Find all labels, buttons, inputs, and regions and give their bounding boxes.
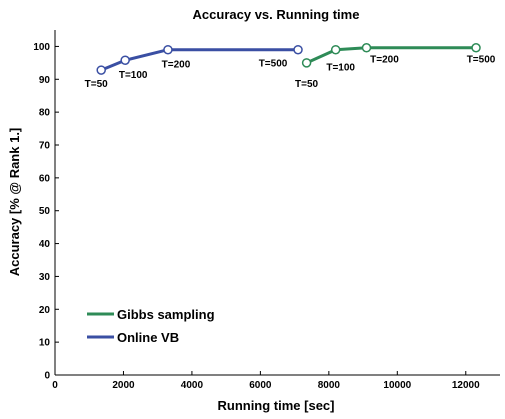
point-label: T=100 <box>326 63 355 74</box>
y-tick-label: 90 <box>39 75 51 86</box>
series-line <box>305 46 477 65</box>
point-label: T=200 <box>162 60 191 71</box>
point-label: T=50 <box>295 79 319 90</box>
y-tick-label: 60 <box>39 173 51 184</box>
axes <box>54 30 500 376</box>
data-point <box>330 44 341 55</box>
data-point <box>96 65 106 75</box>
data-point <box>471 42 481 53</box>
x-tick-label: 10000 <box>383 380 411 391</box>
chart-title: Accuracy vs. Running time <box>193 7 360 22</box>
point-label: T=500 <box>259 59 288 70</box>
y-axis-label: Accuracy [% @ Rank 1.] <box>7 128 22 277</box>
y-tick-label: 50 <box>39 206 51 217</box>
point-label: T=200 <box>370 55 399 66</box>
point-label: T=100 <box>119 70 148 81</box>
x-tick-label: 6000 <box>249 380 272 391</box>
legend: Gibbs sampling Online VB <box>87 307 215 345</box>
data-point <box>361 42 372 53</box>
legend-label: Gibbs sampling <box>117 307 215 322</box>
x-tick-label: 8000 <box>318 380 341 391</box>
x-axis-label: Running time [sec] <box>217 398 334 413</box>
series-gibbs-sampling: T=50 T=100 T=200 T=500 <box>295 42 496 90</box>
series-layer: T=50 T=100 T=200 T=500 T=50 T=100 T=200 T=500 <box>85 42 496 90</box>
x-tick-label: 0 <box>52 380 58 391</box>
y-tick-label: 0 <box>44 371 50 382</box>
y-tick-label: 30 <box>39 272 51 283</box>
y-tick-label: 80 <box>39 108 51 119</box>
data-point <box>301 58 312 68</box>
series-line <box>100 48 299 72</box>
point-label: T=50 <box>85 79 109 90</box>
point-label: T=500 <box>467 55 496 66</box>
y-tick-label: 10 <box>39 338 51 349</box>
data-point <box>120 55 130 65</box>
tick-labels: 0 10 20 30 40 50 60 70 80 90 100 0 2000 4000 6000 8000 1… <box>33 42 480 391</box>
x-tick-label: 2000 <box>112 380 135 391</box>
y-tick-label: 40 <box>39 239 51 250</box>
data-point <box>293 44 303 55</box>
y-tick-label: 20 <box>39 305 51 316</box>
legend-label: Online VB <box>117 330 179 345</box>
series-online-vb: T=50 T=100 T=200 T=500 <box>85 44 303 90</box>
y-tick-label: 100 <box>33 42 50 53</box>
y-tick-label: 70 <box>39 141 51 152</box>
data-point <box>163 44 173 55</box>
x-tick-label: 12000 <box>452 380 480 391</box>
x-tick-label: 4000 <box>181 380 204 391</box>
